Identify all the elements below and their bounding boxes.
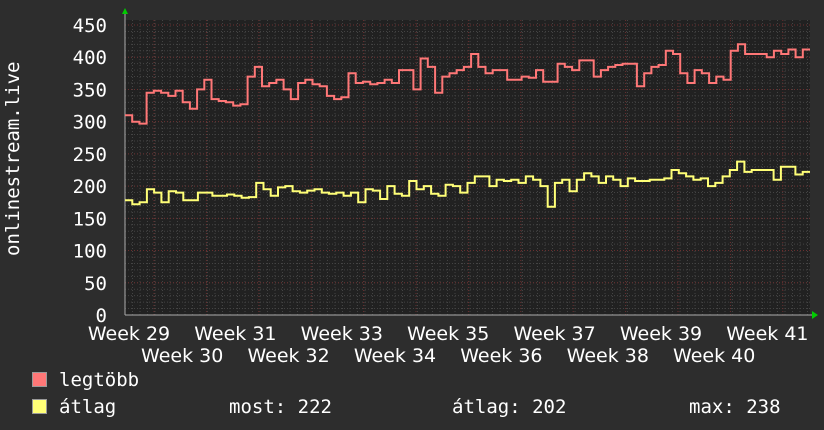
x-tick-label: Week 39	[620, 323, 702, 345]
y-tick-label: 200	[73, 176, 107, 198]
x-tick-label: Week 37	[513, 323, 595, 345]
x-tick-label: Week 34	[354, 345, 436, 367]
x-tick-label: Week 40	[673, 345, 755, 367]
y-axis-arrow-icon	[122, 8, 128, 14]
legend-item-avg: átlag	[32, 396, 116, 418]
y-tick-label: 0	[96, 305, 107, 327]
y-tick-label: 400	[73, 47, 107, 69]
y-tick-label: 300	[73, 112, 107, 134]
y-tick-label: 150	[73, 208, 107, 230]
y-tick-label: 450	[73, 15, 107, 37]
stat-max: max: 238	[689, 396, 781, 418]
legend-swatch-max	[32, 372, 47, 387]
stat-avg: átlag: 202	[452, 396, 567, 418]
y-tick-label: 250	[73, 144, 107, 166]
y-axis-label: onlinestream.live	[2, 61, 24, 256]
x-tick-label: Week 36	[460, 345, 542, 367]
legend-label-max: legtöbb	[59, 369, 140, 391]
x-tick-label: Week 35	[407, 323, 489, 345]
x-tick-label: Week 29	[88, 323, 170, 345]
x-tick-label: Week 38	[567, 345, 649, 367]
series-line-max	[125, 43, 810, 125]
legend-item-max: legtöbb	[32, 369, 139, 391]
series-line-avg	[125, 160, 810, 208]
x-tick-label: Week 30	[141, 345, 223, 367]
stat-now: most: 222	[229, 396, 332, 418]
y-tick-label: 100	[73, 241, 107, 263]
plot-area	[125, 20, 810, 315]
x-tick-label: Week 31	[194, 323, 276, 345]
legend-label-avg: átlag	[59, 396, 117, 418]
x-tick-label: Week 33	[301, 323, 383, 345]
x-axis-arrow-icon	[812, 311, 818, 319]
y-tick-label: 350	[73, 79, 107, 101]
legend-swatch-avg	[32, 399, 47, 414]
x-tick-label: Week 32	[247, 345, 329, 367]
x-tick-label: Week 41	[726, 323, 808, 345]
y-tick-label: 50	[84, 273, 107, 295]
